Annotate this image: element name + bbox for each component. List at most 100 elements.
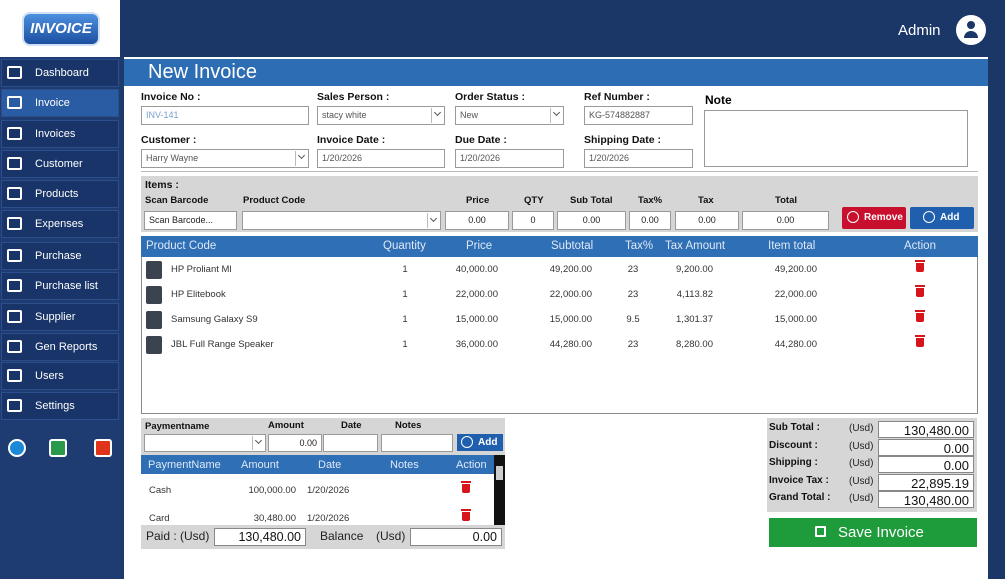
total-value[interactable]: 130,480.00 [878,491,974,508]
menu-item[interactable]: Supplier [1,303,119,331]
power-button[interactable] [94,439,112,457]
menu-icon [7,187,22,200]
menu-icon [7,96,22,109]
remove-button[interactable]: Remove [842,207,906,229]
cell: JBL Full Range Speaker [171,339,274,350]
cell: 30,480.00 [253,513,296,524]
delete-icon[interactable] [916,288,924,297]
currency-label: (Usd) [849,440,874,452]
menu-item[interactable]: Gen Reports [1,333,119,361]
menu-item[interactable]: Expenses [1,210,119,238]
payment-label: Date [341,420,362,431]
item-label: Scan Barcode [145,195,209,206]
item-input[interactable]: Scan Barcode... [144,211,237,230]
balance-value[interactable]: 0.00 [410,528,502,546]
user-name: Admin [898,22,941,39]
delete-icon[interactable] [916,313,924,322]
menu-label: Products [35,188,79,200]
menu-item[interactable]: Invoices [1,120,119,148]
menu-icon [7,399,22,412]
field-input[interactable]: New [455,106,564,125]
total-label: Shipping : [769,457,818,468]
menu-icon [7,310,22,323]
cell: 1 [402,314,408,325]
item-label: Tax% [638,195,663,206]
menu-item[interactable]: Products [1,180,119,208]
menu-item[interactable]: Users [1,362,119,390]
menu-item[interactable]: Purchase list [1,272,119,300]
add-button[interactable]: Add [910,207,974,229]
cell: 15,000.00 [455,314,498,325]
menu-label: Purchase list [35,280,98,292]
delete-lid [915,260,925,262]
menu-label: Gen Reports [35,341,98,353]
header-bar [120,0,1005,57]
note-label: Note [705,93,732,107]
delete-icon[interactable] [462,484,470,493]
item-input[interactable]: 0 [512,211,554,230]
field-label: Ref Number : [584,91,650,103]
payment-name-select[interactable] [144,434,266,452]
menu-icon [7,127,22,140]
cell: 23 [627,264,639,275]
info-button[interactable] [8,439,26,457]
cell: 22,000.00 [774,289,817,300]
menu-label: Invoices [35,128,76,140]
delete-icon[interactable] [916,263,924,272]
product-code-select[interactable] [242,211,441,230]
cell: 44,280.00 [774,339,817,350]
menu-icon [7,66,22,79]
item-input[interactable]: 0.00 [675,211,739,230]
total-value[interactable]: 0.00 [878,456,974,473]
menu-icon [7,369,22,382]
delete-lid [915,335,925,337]
cell: 1,301.37 [676,314,713,325]
menu-item[interactable]: Purchase [1,242,119,270]
payment-label: Paymentname [145,421,210,432]
field-input[interactable]: INV-141 [141,106,309,125]
paid-value[interactable]: 130,480.00 [214,528,306,546]
column-header: Quantity [383,240,426,252]
note-input[interactable] [704,110,968,167]
logo: INVOICE [22,12,100,46]
user-avatar [956,15,986,45]
field-input[interactable]: KG-574882887 [584,106,693,125]
field-input[interactable]: Harry Wayne [141,149,309,168]
menu-item[interactable]: Customer [1,150,119,178]
total-value[interactable]: 22,895.19 [878,473,974,491]
field-input[interactable]: 1/20/2026 [455,149,564,168]
item-input[interactable]: 0.00 [557,211,626,230]
dropdown-button [427,213,440,228]
delete-icon[interactable] [462,512,470,521]
payment-header [141,455,494,474]
button-icon [461,436,473,448]
field-label: Shipping Date : [584,134,661,146]
item-input[interactable]: 0.00 [742,211,829,230]
total-value[interactable]: 0.00 [878,438,974,456]
notes-input[interactable] [381,434,453,452]
menu-item[interactable]: Dashboard [1,59,119,87]
cell: Samsung Galaxy S9 [171,314,258,325]
exit-button[interactable] [49,439,67,457]
field-input[interactable]: 1/20/2026 [584,149,693,168]
dropdown-button [431,108,444,123]
save-invoice-button[interactable]: Save Invoice [769,518,977,547]
separator [141,171,978,172]
total-label: Invoice Tax : [769,474,829,486]
column-header: Subtotal [551,240,594,252]
total-value[interactable]: 130,480.00 [878,421,974,438]
currency-label: (Usd) [849,423,874,434]
amount-input[interactable]: 0.00 [268,434,322,452]
column-header: PaymentName [148,459,221,471]
cell: 40,000.00 [455,264,498,275]
field-input[interactable]: stacy white [317,106,445,125]
date-input[interactable] [323,434,378,452]
item-input[interactable]: 0.00 [629,211,671,230]
menu-label: Expenses [35,218,84,230]
menu-item[interactable]: Settings [1,392,119,420]
menu-item[interactable]: Invoice [1,89,119,117]
item-input[interactable]: 0.00 [445,211,509,230]
column-header: Product Code [146,240,217,252]
delete-icon[interactable] [916,338,924,347]
field-input[interactable]: 1/20/2026 [317,149,445,168]
